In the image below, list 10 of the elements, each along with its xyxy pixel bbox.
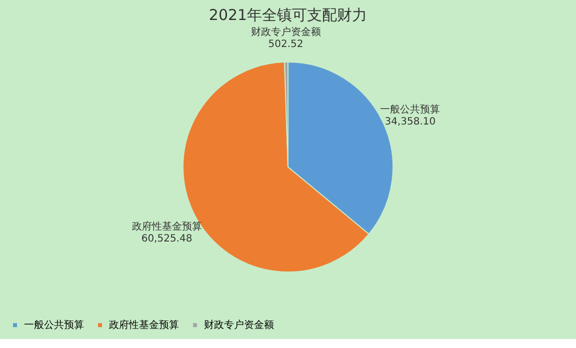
legend-label: 政府性基金预算 bbox=[109, 319, 179, 332]
legend-label: 财政专户资金额 bbox=[204, 319, 274, 332]
legend-label: 一般公共预算 bbox=[24, 319, 84, 332]
data-label: 34,358.10 bbox=[384, 116, 436, 128]
slice-label: 一般公共预算 bbox=[380, 104, 440, 116]
data-label: 60,525.48 bbox=[141, 233, 192, 244]
data-label: 502.52 bbox=[268, 39, 304, 50]
chart-title: 2021年全镇可支配财力 bbox=[208, 6, 368, 24]
slice-label: 政府性基金预算 bbox=[132, 220, 202, 232]
slice-label: 财政专户资金额 bbox=[250, 26, 321, 38]
